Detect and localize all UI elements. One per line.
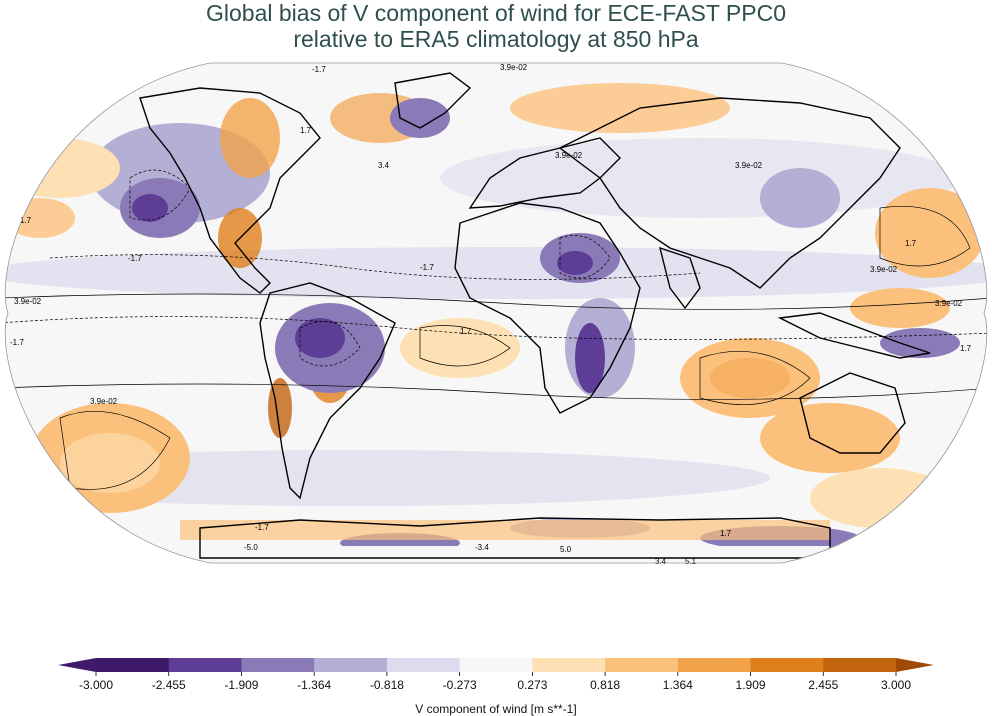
colorbar-tick-label: 3.000 [881,678,911,692]
colorbar-extend-min [58,658,96,672]
positive-contours [5,205,987,490]
negative-contours [5,169,987,367]
colorbar-tick-label: -1.909 [224,678,258,692]
colorbar-tick-label: -0.818 [370,678,404,692]
colorbar-segment [605,658,679,672]
colorbar-tick-label: 0.273 [517,678,547,692]
bias-field [5,83,987,563]
colorbar-segment [750,658,824,672]
colorbar-segment [532,658,606,672]
global-bias-map: -1.7 3.9e-02 1.7 3.4 3.9e-02 -1.7 3.9e-0… [4,62,988,566]
colorbar-segment [386,658,461,672]
contour-label: 1.7 [300,126,312,135]
contour-label: -1.7 [128,254,142,263]
colorbar-tick-label: -0.273 [443,678,477,692]
contour-label: 1.7 [905,239,917,248]
contour-label: 1.7 [720,529,732,538]
colorbar-segments [58,658,934,672]
contour-label: 3.9e-02 [90,397,118,406]
colorbar-tick-label: 1.909 [736,678,766,692]
colorbar-tick-label: 1.364 [663,678,693,692]
colorbar-segment [241,658,315,672]
colorbar-segment [677,658,752,672]
colorbar-label: V component of wind [m s**-1] [415,702,577,716]
contour-label: 5.1 [685,557,697,566]
contour-label: -1.7 [255,523,269,532]
contour-label: 3.9e-02 [555,151,583,160]
title-line-2: relative to ERA5 climatology at 850 hPa [293,26,699,52]
contour-label: 3.4 [655,557,667,566]
colorbar-tick-label: -1.364 [297,678,331,692]
contour-label: -1.7 [312,65,326,74]
contour-label: 3.9e-02 [935,299,963,308]
contour-label: 1.7 [460,327,472,336]
colorbar-tick-label: -2.455 [152,678,186,692]
colorbar-tick-label: 2.455 [808,678,838,692]
contour-label: 1.7 [20,216,32,225]
contour-label: -3.4 [475,543,489,552]
contour-label: 3.9e-02 [500,63,528,72]
colorbar-segment [459,658,533,672]
contour-label: 3.9e-02 [870,265,898,274]
contour-label: -5.0 [244,543,258,552]
title-line-1: Global bias of V component of wind for E… [206,0,786,26]
contour-label: -1.7 [420,263,434,272]
colorbar-extend-max [896,658,934,672]
contour-label: 3.4 [378,161,390,170]
colorbar: -3.000 -2.455 -1.909 -1.364 -0.818 -0.273 0.27… [58,658,934,692]
colorbar-segment [96,658,170,672]
colorbar-ticks: -3.000 -2.455 -1.909 -1.364 -0.818 -0.273 0.27… [79,672,911,692]
colorbar-segment [168,658,242,672]
contour-label: 3.9e-02 [735,161,763,170]
contour-label: 3.9e-02 [14,297,42,306]
colorbar-tick-label: -3.000 [79,678,113,692]
colorbar-segment [823,658,897,672]
contour-label-group: -1.7 3.9e-02 1.7 3.4 3.9e-02 -1.7 3.9e-0… [10,63,972,566]
colorbar-segment [314,658,388,672]
colorbar-tick-label: 0.818 [590,678,620,692]
contour-label: 5.0 [560,545,572,554]
contour-label: 1.7 [960,344,972,353]
globe-outline [4,62,988,564]
contour-label: -1.7 [10,338,24,347]
